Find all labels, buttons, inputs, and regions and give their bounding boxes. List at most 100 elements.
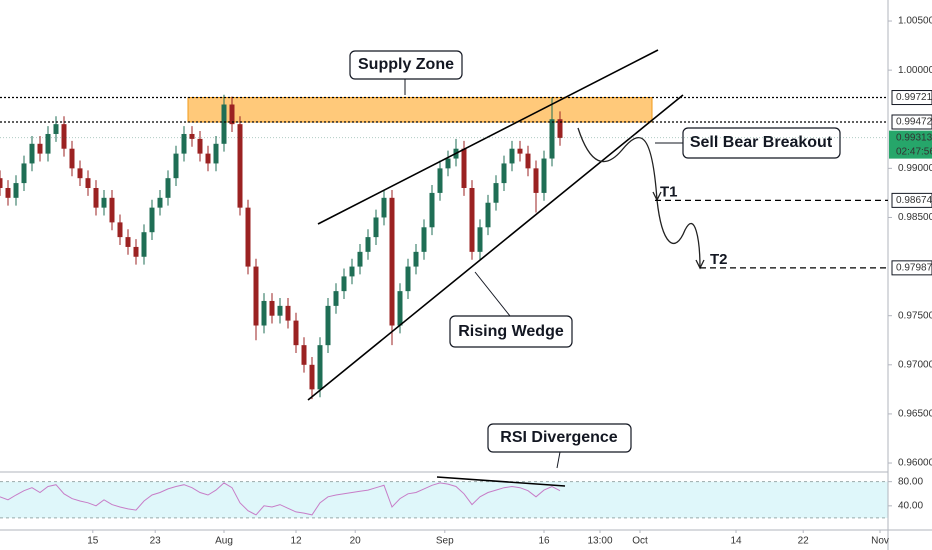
candle-body: [93, 188, 99, 208]
candle-body: [557, 119, 563, 138]
callout-box: [449, 315, 573, 348]
candle-body: [501, 163, 507, 184]
y-tick-label: 0.97000: [898, 359, 932, 370]
candle-body: [325, 305, 331, 346]
candle-body: [381, 197, 387, 218]
candle-body: [373, 217, 379, 238]
y-tick-label: 1.00500: [898, 16, 932, 27]
candle-body: [261, 300, 267, 326]
rsi-band: [0, 481, 888, 518]
candle-body: [309, 364, 315, 390]
candle-body: [221, 104, 227, 144]
rsi-tick-label: 80.00: [898, 476, 923, 487]
candle-body: [13, 183, 19, 198]
candle-body: [357, 251, 363, 267]
candle-body: [109, 197, 115, 223]
wedge-lower: [307, 94, 684, 401]
candle-body: [133, 246, 139, 257]
candle-body: [533, 168, 539, 193]
target-value: 0.98674: [896, 195, 932, 206]
callout-text: Supply Zone: [358, 56, 454, 73]
candle-body: [141, 232, 147, 257]
callout-supply: Supply Zone: [349, 50, 463, 95]
callout-box: [487, 423, 632, 453]
level-label: 0.99721: [896, 92, 932, 103]
y-tick-label: 0.97500: [898, 310, 932, 321]
candle-body: [421, 227, 427, 252]
candle-body: [517, 148, 523, 154]
candle-body: [61, 124, 67, 149]
candle-body: [549, 119, 555, 159]
candle-body: [341, 276, 347, 292]
plot: [0, 94, 888, 519]
candle-body: [413, 251, 419, 267]
current-price: 0.99313: [896, 132, 932, 143]
target-value: 0.97987: [896, 262, 932, 273]
candle-body: [397, 291, 403, 326]
candle-body: [269, 300, 275, 316]
candle-body: [541, 158, 547, 193]
candle-body: [293, 320, 299, 346]
candle-body: [181, 133, 187, 154]
candle-body: [349, 266, 355, 277]
candle-body: [445, 158, 451, 169]
candle-body: [317, 345, 323, 390]
candle-body: [0, 178, 3, 188]
x-tick-label: 22: [798, 536, 810, 547]
candle-body: [53, 124, 59, 134]
callout-breakout: Sell Bear Breakout: [655, 127, 841, 159]
x-tick-label: Nov: [871, 536, 889, 547]
rsi-tick-label: 40.00: [898, 500, 923, 511]
x-tick-label: Oct: [632, 536, 648, 547]
candle-body: [237, 124, 243, 208]
callout-rsi: RSI Divergence: [487, 423, 632, 469]
level-label: 0.99472: [896, 117, 932, 128]
candle-body: [229, 104, 235, 125]
candle-body: [285, 305, 291, 321]
x-tick-label: Sep: [436, 536, 454, 547]
candle-body: [197, 138, 203, 154]
rsi-line: [0, 482, 561, 516]
callout-box: [349, 50, 463, 80]
candle-body: [493, 183, 499, 203]
x-tick-label: 14: [730, 536, 742, 547]
candle-body: [29, 143, 35, 164]
current-price-box: [889, 130, 932, 159]
callout-pointer: [474, 271, 511, 317]
y-tick-label: 0.96500: [898, 409, 932, 420]
candle-body: [389, 197, 395, 326]
candle-body: [21, 163, 27, 184]
candle-body: [477, 227, 483, 252]
target-label-box: [891, 260, 932, 276]
x-tick-label: 12: [290, 536, 302, 547]
supply-zone: [187, 97, 653, 123]
candle-body: [213, 143, 219, 164]
x-tick-label: 16: [538, 536, 550, 547]
candle-body: [189, 133, 195, 139]
callout-text: Rising Wedge: [458, 323, 564, 340]
x-tick-label: 15: [87, 536, 99, 547]
candle-body: [301, 345, 307, 365]
level-label-box: [891, 90, 932, 106]
candle-body: [77, 168, 83, 179]
callout-wedge: Rising Wedge: [449, 271, 573, 348]
candle-body: [205, 153, 211, 164]
candle-body: [165, 178, 171, 198]
target-name: T2: [710, 251, 728, 268]
callout-text: RSI Divergence: [500, 429, 617, 446]
candle-body: [125, 237, 131, 247]
x-tick-label: 20: [350, 536, 362, 547]
candle-body: [469, 188, 475, 252]
x-tick-label: 13:00: [587, 536, 612, 547]
y-tick-label: 0.98500: [898, 212, 932, 223]
candle-body: [37, 143, 43, 154]
y-tick-label: 1.00000: [898, 65, 932, 76]
candle-body: [461, 148, 467, 188]
candle-body: [69, 148, 75, 169]
countdown: 02:47:56: [896, 146, 932, 157]
candle-body: [365, 237, 371, 252]
y-tick-label: 0.96000: [898, 458, 932, 469]
target-label-box: [891, 192, 932, 208]
candle-body: [245, 207, 251, 267]
